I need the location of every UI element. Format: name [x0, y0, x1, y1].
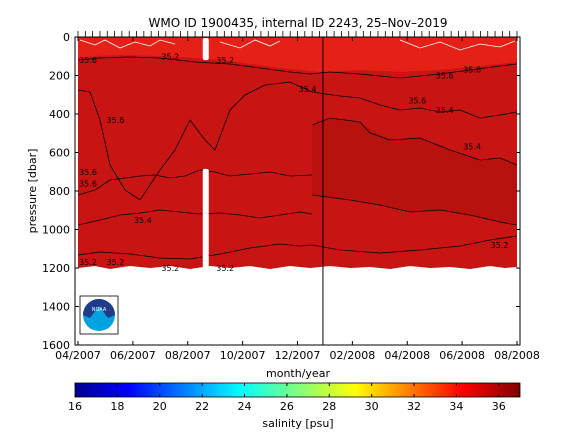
colorbar-tick-label: 28 — [322, 400, 336, 413]
contour-line-white — [219, 39, 281, 49]
contour-line — [311, 194, 518, 226]
contour-line-white — [399, 39, 516, 51]
x-axis-label: month/year — [266, 367, 330, 380]
contour-label: 35.4 — [463, 143, 481, 152]
contour-line — [311, 91, 518, 119]
colorbar-label: salinity [psu] — [262, 417, 333, 430]
contour-label: 35.2 — [79, 258, 97, 267]
contour-label: 35.6 — [408, 97, 426, 106]
contour-label: 35.4 — [436, 106, 454, 115]
colorbar-tick-label: 26 — [280, 400, 294, 413]
y-tick-label: 1600 — [42, 339, 70, 352]
x-tick-label: 12/2007 — [275, 349, 321, 362]
salinity-field — [77, 37, 518, 269]
chart-title: WMO ID 1900435, internal ID 2243, 25–Nov… — [149, 16, 448, 30]
salinity-fill-surface — [78, 37, 517, 72]
x-tick-label: 08/2008 — [494, 349, 540, 362]
contour-label: 35.4 — [134, 216, 152, 225]
data-gap — [202, 168, 209, 268]
colorbar-ticks: 16 18 20 22 24 26 28 30 32 34 36 — [68, 383, 506, 413]
contour-labels: 35.6 35.2 35.2 35.6 35.4 35.6 35.6 35.4 35.6 35.4… — [79, 52, 508, 273]
y-tick-label: 200 — [49, 70, 70, 83]
noaa-logo: NOAA — [79, 295, 119, 335]
contour-label: 35.2 — [107, 258, 125, 267]
salinity-fill-deep — [312, 118, 517, 225]
contour-label: 35.6 — [79, 179, 97, 188]
colorbar-tick-label: 20 — [153, 400, 167, 413]
contour-label: 35.6 — [436, 72, 454, 81]
colorbar-tick-label: 32 — [407, 400, 421, 413]
y-tick-label: 600 — [49, 147, 70, 160]
contour-label: 35.6 — [463, 66, 481, 75]
colorbar-tick-label: 30 — [365, 400, 379, 413]
colorbar-tick-label: 18 — [110, 400, 124, 413]
x-tick-label: 06/2007 — [110, 349, 156, 362]
y-tick-label: 1000 — [42, 224, 70, 237]
x-tick-label: 02/2008 — [330, 349, 376, 362]
contour-line — [311, 235, 518, 254]
x-axis: 04/2007 06/2007 08/2007 10/2007 12/2007 02/20… — [55, 37, 540, 362]
contour-label: 35.6 — [79, 168, 97, 177]
contour-line — [77, 56, 518, 79]
data-gaps — [202, 38, 209, 268]
contour-label: 35.2 — [161, 52, 179, 61]
y-axis-label: pressure [dbar] — [26, 149, 39, 234]
y-tick-label: 1400 — [42, 301, 70, 314]
logo-text: NOAA — [92, 307, 107, 313]
colorbar-tick-label: 16 — [68, 400, 82, 413]
contour-label: 35.2 — [161, 264, 179, 273]
x-tick-label: 04/2007 — [55, 349, 101, 362]
y-axis: 0 200 400 600 800 1000 1200 1400 1600 — [42, 31, 520, 352]
contour-label: 35.6 — [107, 116, 125, 125]
colorbar-tick-label: 34 — [449, 400, 463, 413]
logo-bird — [83, 299, 115, 318]
x-tick-label: 10/2007 — [220, 349, 266, 362]
y-tick-label: 0 — [63, 31, 70, 44]
x-tick-label: 08/2007 — [165, 349, 211, 362]
colorbar-tick-label: 36 — [492, 400, 506, 413]
contour-line — [77, 81, 313, 201]
contour-label: 35.4 — [299, 85, 317, 94]
x-tick-label: 06/2008 — [439, 349, 485, 362]
contour-label: 35.6 — [79, 56, 97, 65]
y-tick-label: 800 — [49, 185, 70, 198]
contour-line — [311, 117, 518, 166]
profile-ticks — [77, 31, 518, 37]
colorbar — [74, 382, 521, 398]
contour-label: 35.2 — [216, 264, 234, 273]
x-tick-label: 04/2008 — [384, 349, 430, 362]
colorbar-tick-label: 22 — [195, 400, 209, 413]
contour-line — [77, 209, 313, 226]
contour-label: 35.2 — [491, 241, 509, 250]
data-gap — [202, 38, 209, 61]
y-tick-label: 400 — [49, 108, 70, 121]
colorbar-tick-label: 24 — [238, 400, 252, 413]
contour-label: 35.2 — [216, 56, 234, 65]
y-tick-label: 1200 — [42, 262, 70, 275]
contour-line-white — [79, 39, 176, 49]
contour-line — [77, 169, 313, 196]
